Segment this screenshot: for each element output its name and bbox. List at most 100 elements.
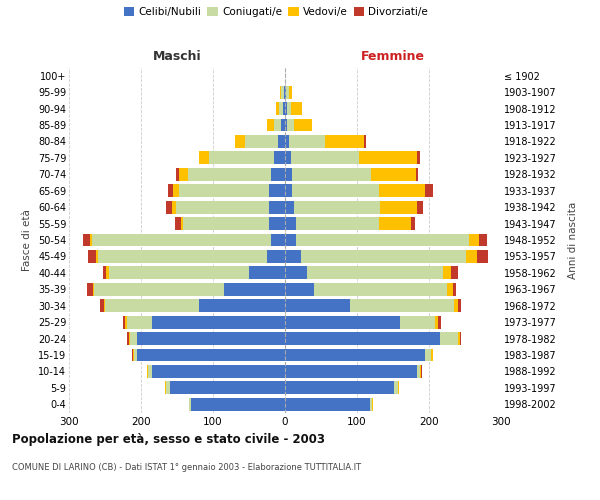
Bar bbox=[431, 348, 433, 362]
Bar bbox=[285, 365, 417, 378]
Bar bbox=[296, 234, 469, 246]
Bar bbox=[137, 332, 285, 345]
Bar bbox=[285, 283, 314, 296]
Bar bbox=[130, 332, 137, 345]
Bar bbox=[191, 398, 285, 410]
Bar bbox=[371, 168, 416, 180]
Bar bbox=[235, 135, 245, 148]
Bar bbox=[167, 184, 173, 197]
Bar bbox=[380, 200, 418, 213]
Bar bbox=[179, 184, 269, 197]
Bar bbox=[279, 102, 283, 115]
Bar bbox=[285, 382, 394, 394]
Bar bbox=[285, 184, 292, 197]
Bar bbox=[293, 200, 380, 213]
Bar bbox=[280, 86, 281, 98]
Text: COMUNE DI LARINO (CB) - Dati ISTAT 1° gennaio 2003 - Elaborazione TUTTITALIA.IT: COMUNE DI LARINO (CB) - Dati ISTAT 1° ge… bbox=[12, 462, 361, 471]
Bar bbox=[87, 283, 93, 296]
Bar bbox=[314, 283, 447, 296]
Bar bbox=[170, 382, 285, 394]
Bar bbox=[283, 102, 285, 115]
Bar bbox=[285, 118, 287, 132]
Bar bbox=[285, 86, 286, 98]
Bar bbox=[104, 300, 105, 312]
Bar bbox=[477, 250, 488, 263]
Bar bbox=[165, 382, 166, 394]
Bar bbox=[285, 316, 400, 328]
Bar bbox=[425, 184, 433, 197]
Bar bbox=[439, 316, 440, 328]
Bar bbox=[325, 135, 364, 148]
Bar bbox=[176, 200, 269, 213]
Text: Popolazione per età, sesso e stato civile - 2003: Popolazione per età, sesso e stato civil… bbox=[12, 432, 325, 446]
Bar bbox=[285, 398, 370, 410]
Bar bbox=[134, 348, 137, 362]
Bar bbox=[176, 168, 179, 180]
Bar bbox=[267, 118, 274, 132]
Bar bbox=[152, 316, 285, 328]
Bar bbox=[274, 152, 285, 164]
Bar bbox=[188, 398, 189, 410]
Bar bbox=[129, 332, 130, 345]
Bar bbox=[173, 184, 179, 197]
Bar bbox=[127, 332, 129, 345]
Bar bbox=[379, 184, 425, 197]
Bar bbox=[285, 348, 425, 362]
Bar bbox=[179, 168, 188, 180]
Bar bbox=[285, 266, 307, 280]
Bar bbox=[109, 266, 249, 280]
Bar bbox=[286, 86, 289, 98]
Bar bbox=[370, 398, 372, 410]
Bar bbox=[295, 118, 313, 132]
Bar bbox=[285, 300, 350, 312]
Bar bbox=[148, 365, 152, 378]
Bar bbox=[105, 300, 199, 312]
Bar bbox=[285, 217, 296, 230]
Bar bbox=[291, 152, 359, 164]
Bar bbox=[411, 217, 415, 230]
Bar bbox=[284, 86, 285, 98]
Bar bbox=[93, 283, 94, 296]
Bar bbox=[94, 283, 224, 296]
Bar bbox=[285, 152, 291, 164]
Text: Maschi: Maschi bbox=[152, 50, 202, 62]
Bar bbox=[417, 365, 421, 378]
Bar bbox=[425, 348, 431, 362]
Bar bbox=[103, 266, 106, 280]
Bar bbox=[166, 382, 170, 394]
Bar bbox=[137, 348, 285, 362]
Bar bbox=[285, 332, 440, 345]
Bar bbox=[278, 135, 285, 148]
Bar bbox=[301, 250, 466, 263]
Bar bbox=[83, 234, 90, 246]
Text: Femmine: Femmine bbox=[361, 50, 425, 62]
Bar bbox=[271, 168, 285, 180]
Legend: Celibi/Nubili, Coniugati/e, Vedovi/e, Divorziati/e: Celibi/Nubili, Coniugati/e, Vedovi/e, Di… bbox=[119, 2, 433, 21]
Bar bbox=[188, 168, 271, 180]
Bar bbox=[350, 300, 454, 312]
Bar bbox=[400, 316, 435, 328]
Bar bbox=[285, 234, 296, 246]
Bar bbox=[274, 118, 281, 132]
Bar bbox=[458, 300, 461, 312]
Bar bbox=[271, 234, 285, 246]
Bar bbox=[166, 200, 172, 213]
Bar bbox=[453, 283, 457, 296]
Bar bbox=[469, 234, 479, 246]
Bar bbox=[285, 135, 289, 148]
Bar bbox=[289, 86, 292, 98]
Bar bbox=[199, 300, 285, 312]
Bar bbox=[98, 250, 267, 263]
Bar bbox=[466, 250, 477, 263]
Bar bbox=[249, 266, 285, 280]
Bar bbox=[189, 398, 191, 410]
Bar bbox=[88, 250, 95, 263]
Bar bbox=[209, 152, 274, 164]
Bar bbox=[224, 283, 285, 296]
Bar bbox=[281, 118, 285, 132]
Bar bbox=[418, 200, 423, 213]
Bar bbox=[106, 266, 109, 280]
Bar bbox=[398, 382, 399, 394]
Bar bbox=[95, 250, 98, 263]
Bar bbox=[435, 316, 439, 328]
